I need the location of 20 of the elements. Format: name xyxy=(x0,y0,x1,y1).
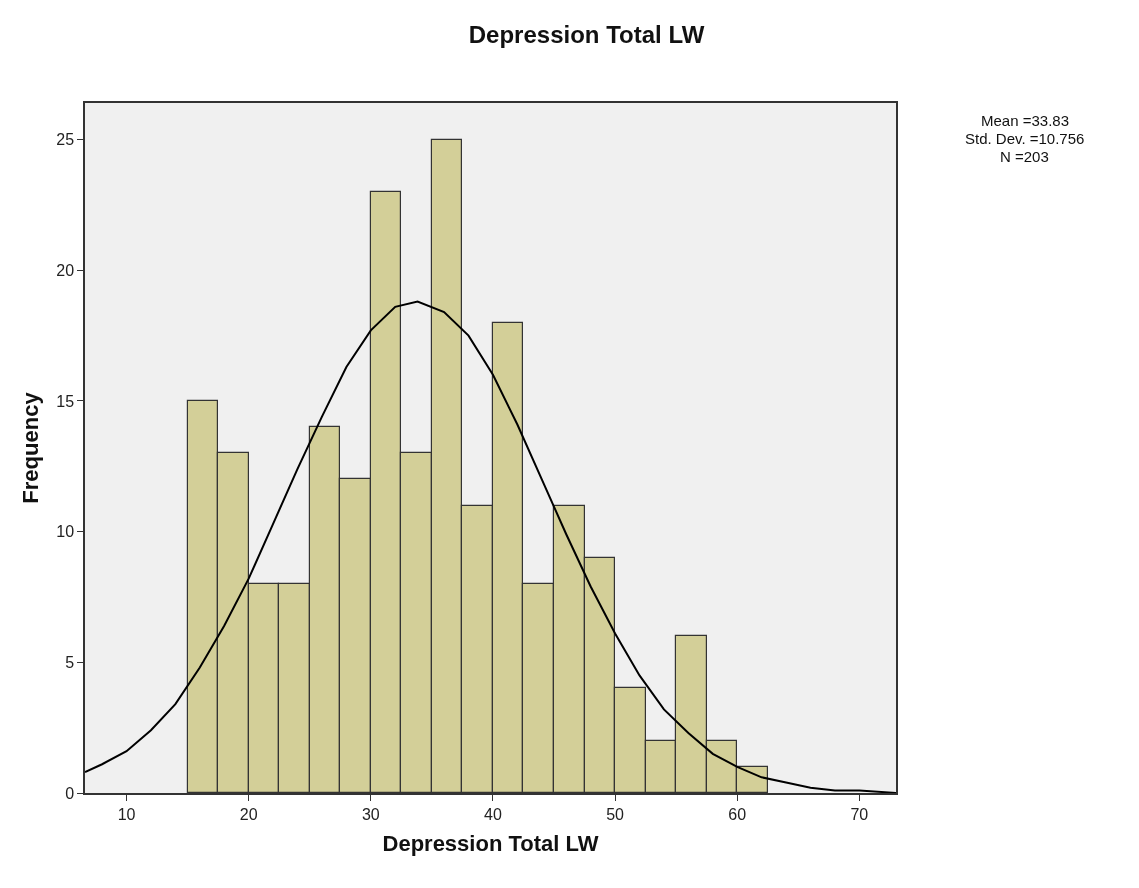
text: N =203 xyxy=(1000,148,1049,165)
text: Std. Dev. =10.756 xyxy=(965,130,1085,147)
x-tick-label: 10 xyxy=(117,805,136,823)
y-tick-label: 25 xyxy=(56,131,75,149)
y-tick-label: 0 xyxy=(65,784,75,802)
y-tick-label: 20 xyxy=(56,261,75,279)
x-tick-label: 50 xyxy=(606,805,625,823)
y-tick-label: 5 xyxy=(65,653,75,671)
y-axis-title: Frequency xyxy=(17,391,43,504)
x-axis-title: Depression Total LW xyxy=(382,831,599,857)
y-tick-label: 10 xyxy=(56,523,75,541)
x-tick-label: 20 xyxy=(239,805,258,823)
x-tick-label: 60 xyxy=(728,805,747,823)
x-tick-label: 70 xyxy=(850,805,869,823)
x-tick-label: 30 xyxy=(361,805,380,823)
x-tick-label: 40 xyxy=(484,805,502,823)
chart-title: Depression Total LW xyxy=(468,21,705,49)
y-tick-label: 15 xyxy=(56,392,75,410)
text: Mean =33.83 xyxy=(981,112,1069,129)
line-series xyxy=(85,300,896,793)
